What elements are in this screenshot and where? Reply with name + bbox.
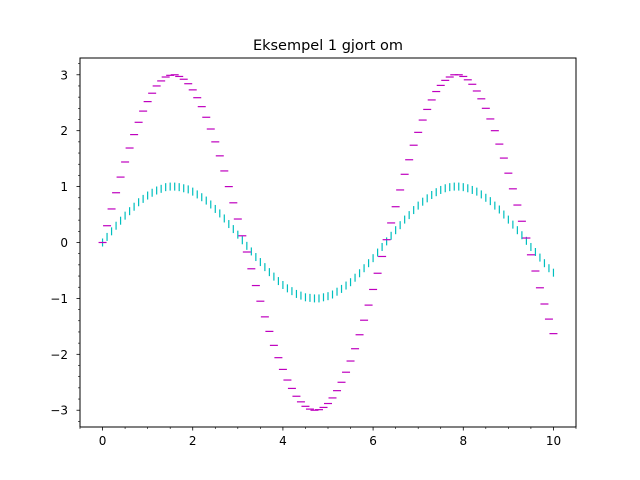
plot-frame [79, 57, 577, 428]
y-tick-label: 2 [60, 124, 68, 138]
y-tick-label: −1 [50, 292, 68, 306]
y-tick-label: 3 [60, 68, 68, 82]
x-tick-label: 0 [99, 434, 107, 448]
x-tick-label: 2 [189, 434, 197, 448]
chart-title: Eksempel 1 gjort om [253, 38, 403, 54]
axes-ticks: 0 2 4 6 8 10 −3 −2 −1 0 1 2 3 [50, 63, 577, 448]
y-tick-label: −2 [50, 348, 68, 362]
x-tick-label: 6 [369, 434, 377, 448]
x-tick-label: 10 [546, 434, 561, 448]
y-tick-label: −3 [50, 404, 68, 418]
x-tick-label: 4 [279, 434, 287, 448]
y-tick-label: 1 [60, 180, 68, 194]
plot-marks [98, 74, 558, 411]
y-tick-label: 0 [60, 236, 68, 250]
x-tick-label: 8 [459, 434, 467, 448]
